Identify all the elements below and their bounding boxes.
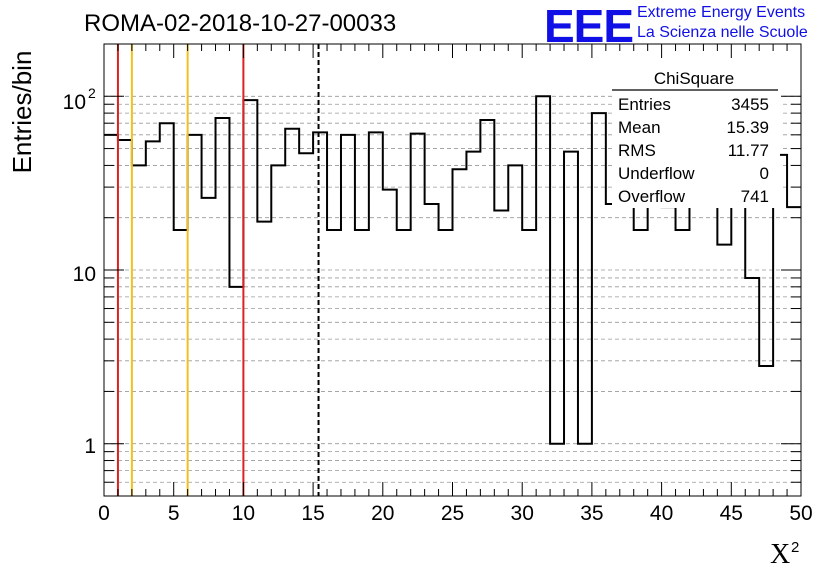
x-tick-label: 25 [441, 502, 464, 525]
x-tick-labels: 0 5 10 15 20 25 30 35 40 45 50 [98, 502, 813, 525]
stats-box: ChiSquare Entries 3455 Mean 15.39 RMS 11.77 Un… [612, 66, 780, 208]
histogram-bin [466, 152, 480, 496]
histogram-bin [480, 120, 494, 496]
histogram-bin [717, 245, 731, 496]
x-axis-label: X [770, 539, 790, 570]
histogram-bin [104, 135, 118, 496]
y-tick-label-100: 10 [63, 91, 86, 114]
histogram-bin [188, 135, 202, 496]
histogram-bin [341, 135, 355, 496]
x-axis-label-superscript: 2 [791, 539, 799, 556]
histogram-bin [118, 140, 132, 496]
stats-value: 11.77 [728, 141, 769, 160]
chart-title: ROMA-02-2018-10-27-00033 [84, 10, 397, 37]
x-tick-label: 5 [168, 502, 180, 525]
stats-value: 3455 [731, 95, 769, 114]
y-axis-label: Entries/bin [7, 51, 37, 174]
histogram-bin [216, 118, 230, 496]
stats-label: RMS [618, 141, 656, 160]
stats-label: Overflow [618, 187, 686, 206]
stats-value: 0 [760, 164, 769, 183]
histogram-bin [606, 204, 620, 496]
stats-label: Entries [618, 95, 671, 114]
histogram-bin [271, 165, 285, 496]
x-tick-label: 15 [301, 502, 324, 525]
histogram-bin [508, 165, 522, 496]
x-tick-label: 45 [720, 502, 743, 525]
y-tick-label-10: 10 [73, 263, 96, 286]
x-tick-label: 20 [371, 502, 394, 525]
histogram-bin [662, 207, 676, 496]
histogram-bin [243, 100, 257, 496]
stats-label: Mean [618, 118, 661, 137]
x-tick-label: 10 [232, 502, 255, 525]
histogram-bin [494, 211, 508, 496]
histogram-bin [689, 190, 703, 496]
y-tick-label-1: 1 [84, 435, 96, 458]
axis-ticks [103, 43, 802, 497]
histogram-path [104, 95, 801, 445]
histogram-bin [132, 165, 146, 496]
histogram-bin [592, 113, 606, 496]
histogram-bin [787, 207, 801, 496]
histogram-bin [285, 129, 299, 496]
histogram-bin [383, 190, 397, 496]
histogram-bin [453, 169, 467, 496]
logo-subtitle-line2: La Scienza nelle Scuole [637, 24, 808, 41]
stats-title: ChiSquare [654, 69, 734, 88]
histogram-bin [160, 123, 174, 496]
histogram-bin [146, 141, 160, 496]
stats-value: 15.39 [726, 118, 769, 137]
histogram-bin [257, 222, 271, 496]
histogram-bin [299, 153, 313, 496]
x-tick-label: 0 [98, 502, 110, 525]
stats-rows: Entries 3455 Mean 15.39 RMS 11.77 Underflow 0 Ov… [618, 95, 769, 206]
histogram-bin [536, 96, 550, 496]
x-tick-label: 50 [789, 502, 812, 525]
y-tick-label-100-exponent: 2 [88, 85, 96, 101]
x-tick-label: 40 [650, 502, 673, 525]
histogram-bin [759, 366, 773, 496]
stats-value: 741 [741, 187, 769, 206]
x-tick-label: 35 [580, 502, 603, 525]
logo-subtitle-line1: Extreme Energy Events [637, 4, 806, 21]
histogram-bin [564, 152, 578, 496]
stats-label: Underflow [618, 164, 695, 183]
y-tick-labels: 1 10 10 2 [63, 85, 96, 458]
histogram-series [104, 95, 801, 496]
histogram-bin [425, 204, 439, 496]
reference-lines [116, 44, 320, 496]
histogram-bin [745, 278, 759, 496]
eee-logo: EEE [544, 0, 634, 52]
histogram-bin [411, 134, 425, 496]
x-tick-label: 30 [511, 502, 534, 525]
